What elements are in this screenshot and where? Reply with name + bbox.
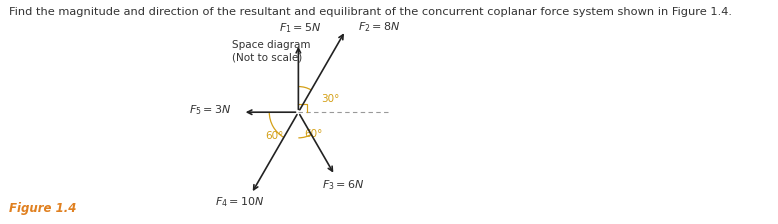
Text: $F_1=5N$: $F_1=5N$ bbox=[279, 22, 321, 35]
Text: Find the magnitude and direction of the resultant and equilibrant of the concurr: Find the magnitude and direction of the … bbox=[9, 7, 732, 17]
Text: 30°: 30° bbox=[321, 94, 340, 104]
Text: $F_5=3N$: $F_5=3N$ bbox=[189, 103, 232, 117]
Text: $F_3=6N$: $F_3=6N$ bbox=[321, 178, 364, 192]
Text: $F_2=8N$: $F_2=8N$ bbox=[358, 20, 401, 34]
Text: $F_4=10N$: $F_4=10N$ bbox=[216, 195, 265, 209]
Text: 60°: 60° bbox=[304, 129, 323, 139]
Text: 60°: 60° bbox=[265, 131, 284, 141]
Text: Figure 1.4: Figure 1.4 bbox=[9, 202, 77, 215]
Text: Space diagram
(Not to scale): Space diagram (Not to scale) bbox=[232, 39, 310, 63]
